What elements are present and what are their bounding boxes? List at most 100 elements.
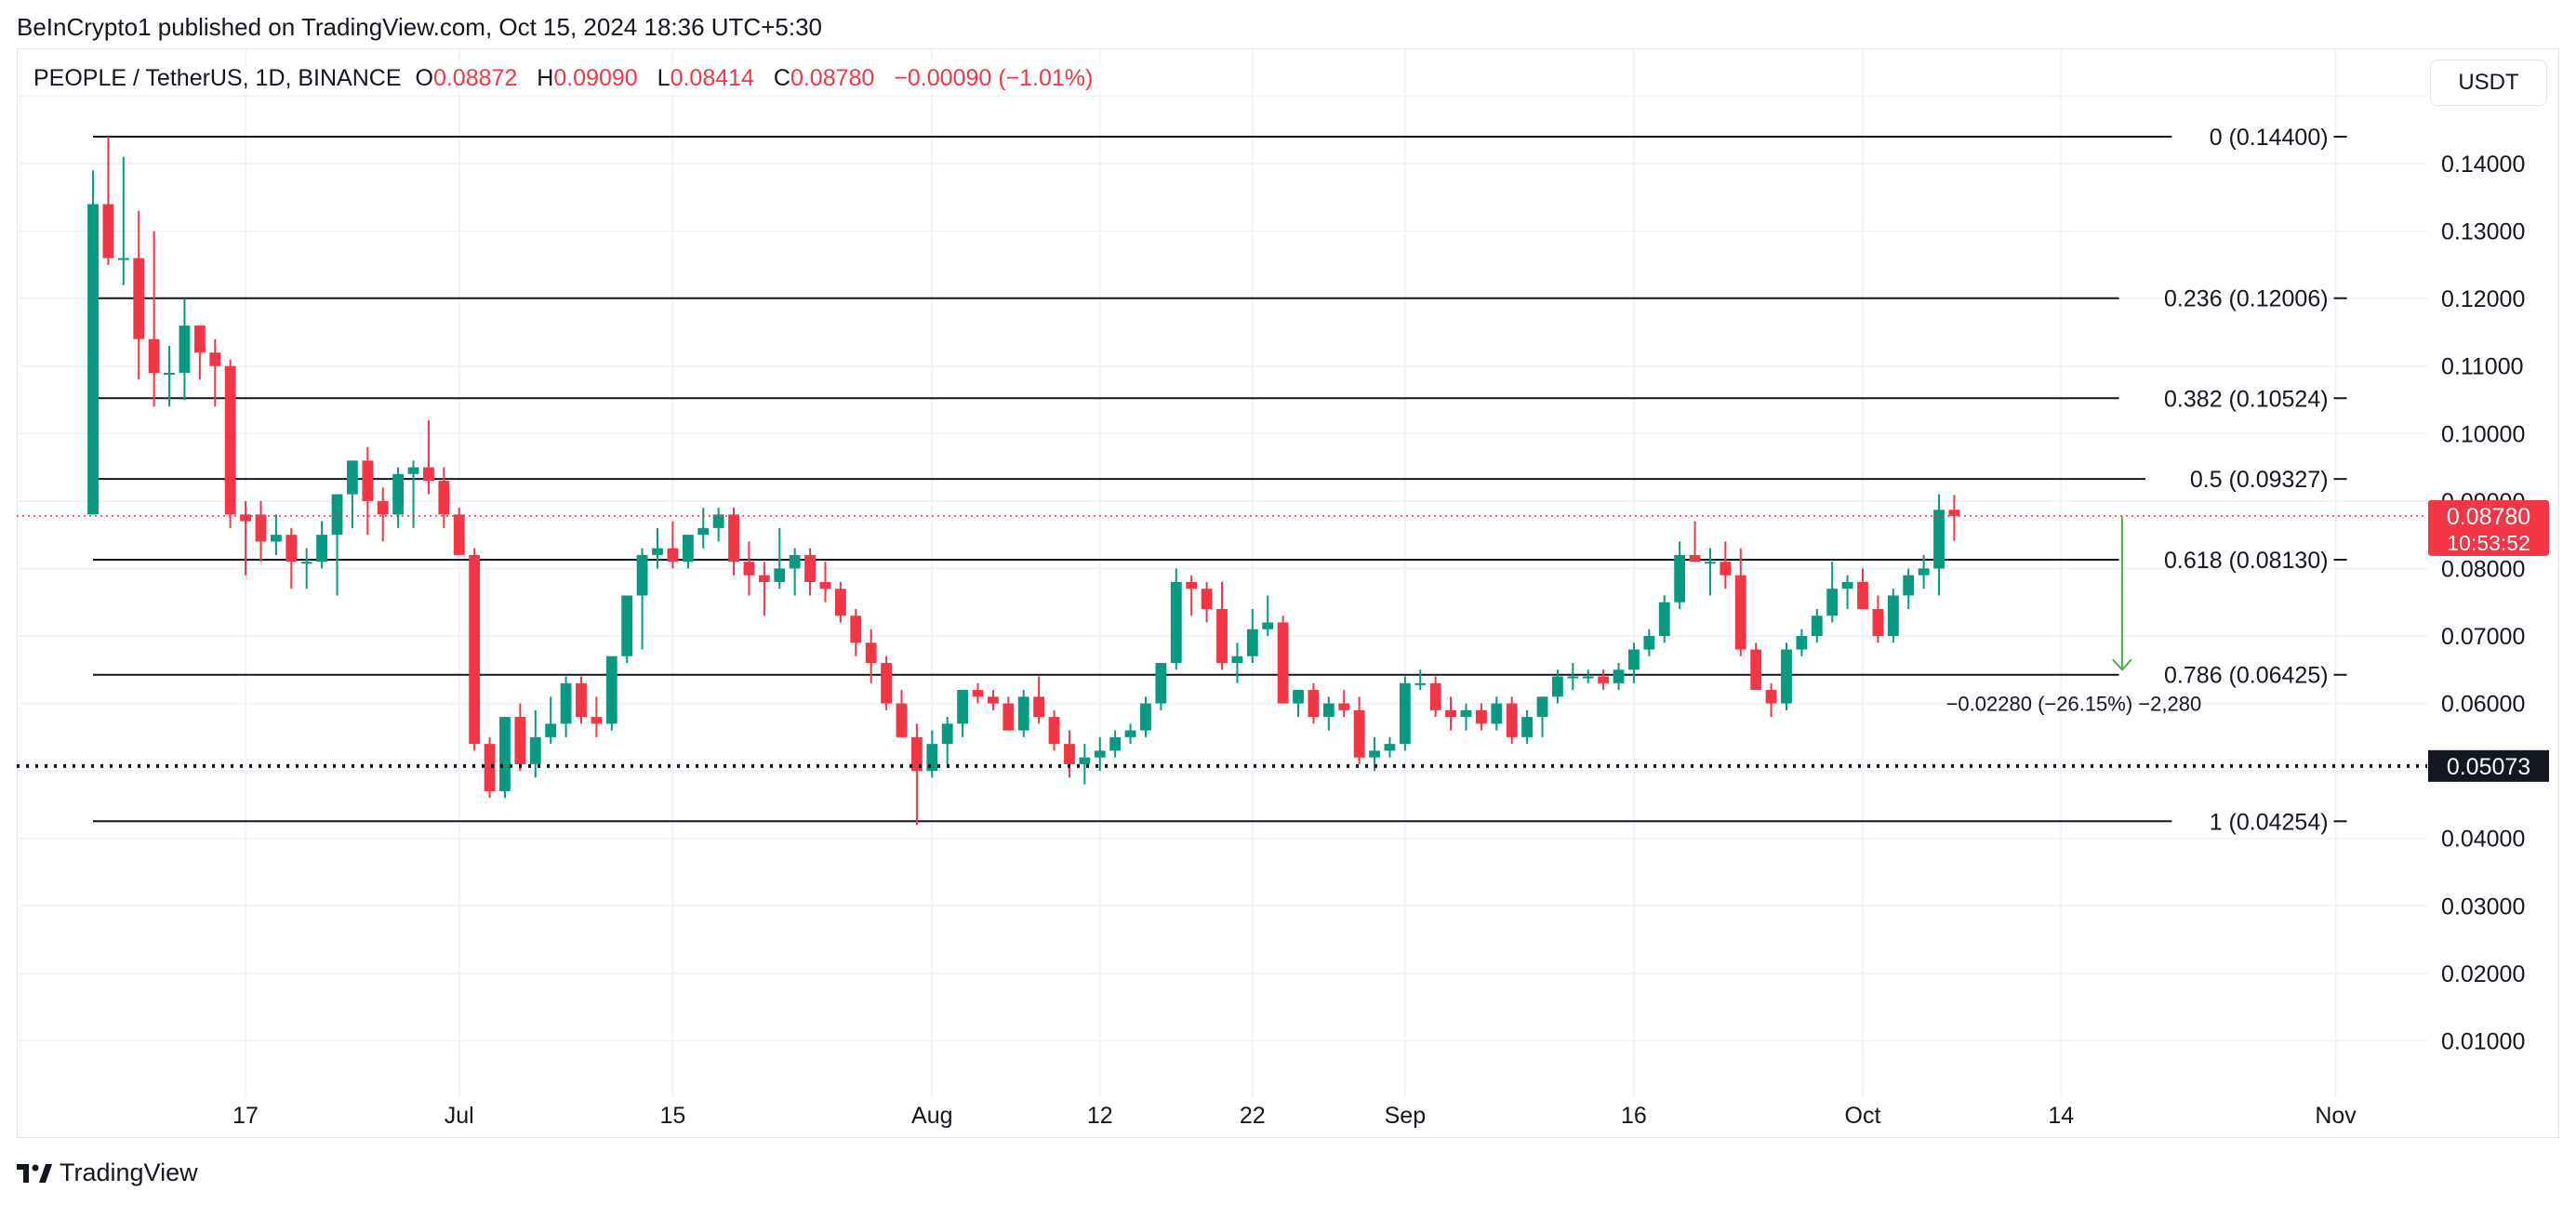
candle-down — [1201, 581, 1213, 623]
candle-up — [636, 548, 648, 650]
candle-down — [240, 500, 251, 576]
candle-down — [438, 467, 450, 528]
candle-body — [1628, 649, 1640, 670]
candle-up — [926, 730, 938, 778]
candle-body — [1948, 510, 1960, 516]
candle-down — [1689, 521, 1701, 563]
candle-up — [1567, 663, 1579, 691]
candle-down — [1948, 495, 1960, 541]
candle-down — [576, 676, 587, 724]
candle-down — [881, 655, 892, 710]
candle-down — [193, 325, 206, 380]
price-tick-label: 0.07000 — [2441, 624, 2525, 650]
candle-up — [1399, 676, 1411, 751]
candle-body — [148, 338, 160, 373]
candle-down — [1338, 690, 1350, 718]
candle-body — [240, 514, 251, 522]
candle-body — [209, 352, 221, 366]
candle-body — [1414, 682, 1427, 685]
currency-selector[interactable]: USDT — [2430, 60, 2547, 106]
candle-up — [1658, 595, 1670, 643]
candle-down — [1216, 581, 1228, 670]
candle-body — [1079, 757, 1091, 764]
candle-up — [1293, 690, 1304, 718]
candle-body — [179, 325, 191, 373]
candle-body — [1003, 703, 1015, 731]
candle-body — [1598, 676, 1610, 683]
high-label: H — [537, 65, 554, 91]
fib-level-label: 0.236 (0.12006) — [2164, 286, 2329, 312]
candle-up — [1536, 696, 1548, 737]
candle-down — [469, 548, 481, 751]
candle-body — [1613, 669, 1625, 683]
candle-up — [1521, 709, 1534, 745]
candle-body — [224, 365, 236, 515]
candle-body — [316, 535, 328, 563]
candle-down — [377, 487, 389, 542]
candle-up — [545, 696, 557, 745]
candle-up — [1414, 669, 1427, 691]
footer-brand[interactable]: TradingView — [60, 1159, 198, 1186]
candle-body — [1506, 703, 1518, 737]
candle-up — [682, 535, 694, 569]
time-tick-label: Sep — [1385, 1103, 1426, 1129]
candle-up — [1262, 595, 1274, 637]
candle-body — [988, 696, 999, 704]
candle-body — [1689, 554, 1701, 563]
candle-up — [164, 345, 175, 407]
candle-body — [1399, 682, 1411, 745]
candle-body — [774, 568, 786, 582]
candle-body — [1475, 709, 1487, 724]
candle-up — [1109, 730, 1122, 758]
candle-body — [407, 467, 419, 474]
time-tick-label: 17 — [232, 1103, 259, 1129]
candle-body — [576, 682, 587, 718]
candle-body — [1491, 703, 1503, 724]
candle-up — [560, 676, 572, 737]
candle-down — [1857, 568, 1868, 609]
candle-down — [1064, 730, 1075, 778]
price-tick-label: 0.01000 — [2441, 1028, 2525, 1054]
candle-body — [1308, 690, 1320, 718]
time-tick-label: Nov — [2315, 1103, 2357, 1129]
candle-body — [850, 616, 862, 643]
symbol-name[interactable]: PEOPLE / TetherUS, 1D, BINANCE — [33, 65, 402, 91]
candle-body — [972, 690, 984, 697]
candle-body — [1231, 655, 1243, 664]
candle-up — [1796, 629, 1808, 656]
candle-body — [300, 562, 312, 564]
candle-up — [1903, 568, 1915, 609]
time-tick-label: 12 — [1087, 1103, 1113, 1129]
candle-up — [1094, 736, 1106, 772]
candle-body — [438, 481, 450, 515]
candle-down — [1475, 703, 1487, 731]
candle-down — [453, 508, 465, 555]
candle-down — [758, 562, 770, 616]
candle-down — [1429, 676, 1441, 718]
candle-up — [789, 548, 801, 596]
time-axis: 17 Jul 15 Aug 12 22 Sep 16 Oct 14 Nov — [232, 1103, 2357, 1129]
candle-up — [87, 170, 99, 515]
candle-down — [1048, 709, 1060, 751]
tradingview-logo-icon — [17, 1163, 52, 1183]
candle-up — [1933, 494, 1945, 596]
candle-body — [1521, 717, 1534, 737]
candle-down — [1445, 696, 1456, 731]
candle-up — [1231, 642, 1243, 683]
candle-body — [1353, 709, 1365, 758]
candle-body — [1338, 703, 1350, 710]
candle-body — [667, 548, 679, 563]
candle-down — [910, 723, 923, 826]
candle-body — [133, 258, 145, 339]
fib-level-label: 1 (0.04254) — [2210, 809, 2329, 835]
candle-up — [1170, 568, 1182, 670]
candle-up — [1155, 663, 1167, 710]
candle-body — [1781, 649, 1792, 704]
candle-body — [591, 717, 603, 724]
candle-body — [1429, 682, 1441, 710]
candle-down — [148, 231, 160, 407]
candle-up — [1918, 554, 1930, 589]
high-value: 0.09090 — [553, 65, 638, 91]
